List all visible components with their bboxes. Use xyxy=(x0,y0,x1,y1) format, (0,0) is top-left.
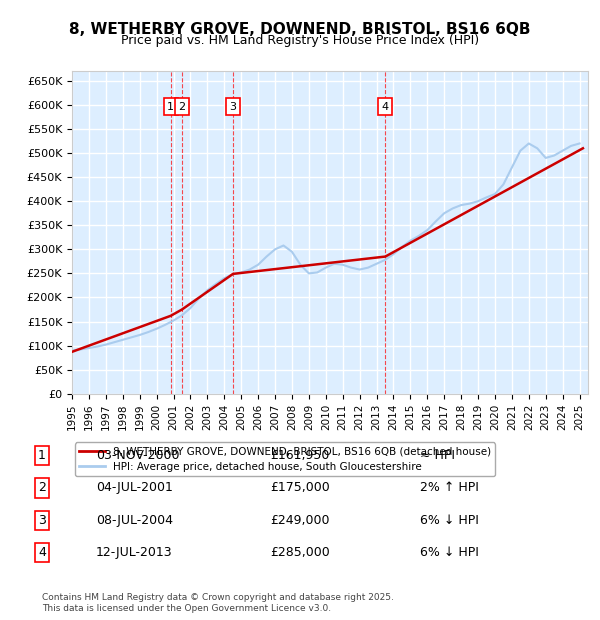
Text: ≈ HPI: ≈ HPI xyxy=(420,450,455,462)
Text: 3: 3 xyxy=(38,514,46,526)
Text: 3: 3 xyxy=(230,102,236,112)
Legend: 8, WETHERBY GROVE, DOWNEND, BRISTOL, BS16 6QB (detached house), HPI: Average pri: 8, WETHERBY GROVE, DOWNEND, BRISTOL, BS1… xyxy=(74,443,496,476)
Text: 12-JUL-2013: 12-JUL-2013 xyxy=(96,546,173,559)
Text: 6% ↓ HPI: 6% ↓ HPI xyxy=(420,546,479,559)
Text: 03-NOV-2000: 03-NOV-2000 xyxy=(96,450,179,462)
Text: 08-JUL-2004: 08-JUL-2004 xyxy=(96,514,173,526)
Text: 1: 1 xyxy=(167,102,175,112)
Text: 1: 1 xyxy=(38,450,46,462)
Text: 6% ↓ HPI: 6% ↓ HPI xyxy=(420,514,479,526)
Text: 8, WETHERBY GROVE, DOWNEND, BRISTOL, BS16 6QB: 8, WETHERBY GROVE, DOWNEND, BRISTOL, BS1… xyxy=(69,22,531,37)
Text: Contains HM Land Registry data © Crown copyright and database right 2025.
This d: Contains HM Land Registry data © Crown c… xyxy=(42,593,394,613)
Text: Price paid vs. HM Land Registry's House Price Index (HPI): Price paid vs. HM Land Registry's House … xyxy=(121,34,479,47)
Text: 4: 4 xyxy=(38,546,46,559)
Text: 4: 4 xyxy=(382,102,389,112)
Text: 04-JUL-2001: 04-JUL-2001 xyxy=(96,482,173,494)
Text: £175,000: £175,000 xyxy=(270,482,330,494)
Text: 2: 2 xyxy=(178,102,185,112)
Text: £161,950: £161,950 xyxy=(270,450,329,462)
Text: 2: 2 xyxy=(38,482,46,494)
Text: 2% ↑ HPI: 2% ↑ HPI xyxy=(420,482,479,494)
Text: £249,000: £249,000 xyxy=(270,514,329,526)
Text: £285,000: £285,000 xyxy=(270,546,330,559)
